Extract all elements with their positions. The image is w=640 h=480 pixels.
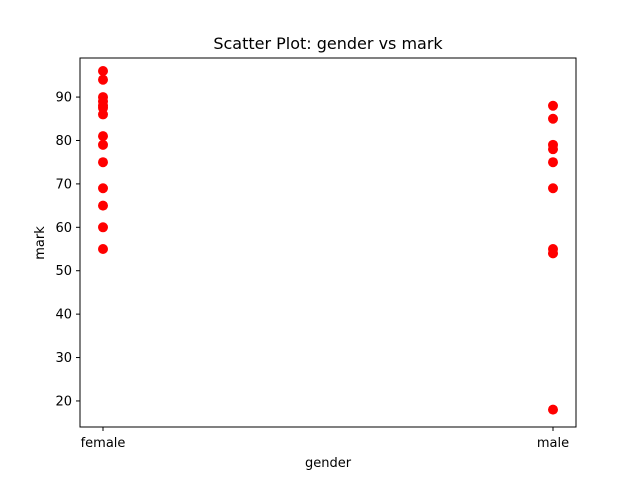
- y-tick-label: 50: [55, 264, 72, 279]
- y-tick-label: 20: [55, 394, 72, 409]
- data-point: [98, 200, 108, 211]
- y-axis-label: mark: [33, 226, 48, 260]
- y-tick-label: 80: [55, 134, 72, 149]
- data-point: [548, 248, 558, 259]
- x-axis-label: gender: [305, 456, 352, 471]
- chart-title: Scatter Plot: gender vs mark: [213, 34, 443, 53]
- data-point: [98, 157, 108, 168]
- y-tick-label: 30: [55, 351, 72, 366]
- y-tick-label: 40: [55, 308, 72, 323]
- data-point: [548, 113, 558, 124]
- data-point: [548, 100, 558, 111]
- x-tick-label: female: [81, 436, 126, 451]
- data-point: [548, 157, 558, 168]
- data-point: [98, 183, 108, 194]
- data-point: [98, 66, 108, 77]
- data-point: [98, 109, 108, 120]
- data-point: [98, 244, 108, 255]
- data-point: [98, 139, 108, 150]
- plot-area: [98, 66, 558, 415]
- x-tick-label: male: [537, 436, 569, 451]
- axes-frame: [79, 57, 577, 428]
- data-point: [548, 183, 558, 194]
- y-tick-label: 60: [55, 221, 72, 236]
- y-axis: 20 30 40 50 60 70 80 90: [55, 91, 80, 409]
- data-point: [98, 222, 108, 233]
- y-tick-label: 70: [55, 177, 72, 192]
- data-point: [98, 131, 108, 142]
- data-point: [548, 404, 558, 415]
- x-axis: female male: [81, 427, 569, 451]
- data-point: [98, 74, 108, 85]
- y-tick-label: 90: [55, 91, 72, 106]
- data-point: [548, 144, 558, 155]
